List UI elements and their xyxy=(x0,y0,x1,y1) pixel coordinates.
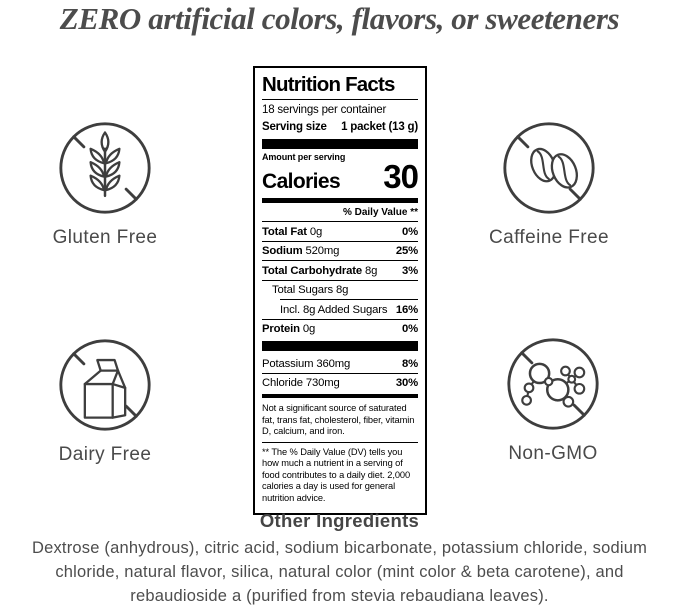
badge-label: Non-GMO xyxy=(508,443,598,464)
serving-size-row: Serving size 1 packet (13 g) xyxy=(262,118,418,136)
badge-label: Caffeine Free xyxy=(489,227,609,248)
nutrient-rows: Total Fat 0g 0% Sodium 520mg 25% Total Carbo… xyxy=(262,221,418,338)
medium-divider-bar xyxy=(262,198,418,203)
other-ingredients-text: Dextrose (anhydrous), citric acid, sodiu… xyxy=(31,539,648,605)
headline: ZERO artificial colors, flavors, or swee… xyxy=(59,1,620,36)
other-ingredients-section: Other Ingredients Dextrose (anhydrous), … xyxy=(0,510,679,608)
divider xyxy=(262,99,418,100)
nutrient-row: Total Carbohydrate 8g 3% xyxy=(262,260,418,280)
nutrient-row: Potassium 360mg 8% xyxy=(262,354,418,373)
nutrient-row: Total Fat 0g 0% xyxy=(262,221,418,241)
thick-divider-bar xyxy=(262,341,418,351)
nutrient-row: Protein 0g 0% xyxy=(262,318,418,339)
badge-non-gmo: Non-GMO xyxy=(473,336,633,465)
footnote-not-significant: Not a significant source of saturated fa… xyxy=(262,403,415,436)
badge-caffeine-free: Caffeine Free xyxy=(469,120,629,249)
nutrient-name: Chloride 730mg xyxy=(262,377,340,389)
nutrient-row: Sodium 520mg 25% xyxy=(262,240,418,261)
serving-size-label: Serving size xyxy=(262,121,327,133)
nutrient-daily-value: 0% xyxy=(401,323,418,335)
medium-divider-bar xyxy=(262,394,418,398)
footnote-daily-value: ** The % Daily Value (DV) tells you how … xyxy=(262,446,411,503)
nutrient-daily-value: 8% xyxy=(401,357,418,370)
nutrient-daily-value: 25% xyxy=(395,245,418,257)
nutrient-daily-value: 30% xyxy=(395,377,418,389)
mineral-rows: Potassium 360mg 8% Chloride 730mg 30% xyxy=(262,354,418,392)
nutrient-name: Total Sugars 8g xyxy=(272,284,349,296)
wheat-icon xyxy=(59,122,151,214)
nutrient-daily-value: 3% xyxy=(401,264,418,277)
nutrient-daily-value: 0% xyxy=(401,225,418,238)
coffee-beans-icon xyxy=(503,122,595,214)
calories-value: 30 xyxy=(383,158,419,195)
nutrient-name: Total Carbohydrate 8g xyxy=(262,264,378,277)
milk-carton-icon xyxy=(59,339,151,431)
daily-value-header: % Daily Value ** xyxy=(342,207,418,218)
nutrient-row: Chloride 730mg 30% xyxy=(262,372,418,393)
nutrient-name: Protein 0g xyxy=(262,323,316,335)
nutrition-facts-label: Nutrition Facts 18 servings per containe… xyxy=(253,66,427,515)
nutrient-row: Total Sugars 8g xyxy=(262,279,418,300)
badge-label: Gluten Free xyxy=(52,227,158,248)
other-ingredients-title: Other Ingredients xyxy=(259,510,420,531)
calories-label: Calories xyxy=(262,170,341,193)
nutrient-daily-value: 16% xyxy=(395,303,418,316)
badge-dairy-free: Dairy Free xyxy=(25,337,185,466)
nutrient-name: Sodium 520mg xyxy=(262,245,340,257)
molecule-icon xyxy=(507,338,599,430)
calories-row: Calories 30 xyxy=(262,158,419,196)
badge-label: Dairy Free xyxy=(58,444,152,465)
badge-gluten-free: Gluten Free xyxy=(25,120,185,249)
serving-size-value: 1 packet (13 g) xyxy=(341,121,418,133)
nutrient-name: Incl. 8g Added Sugars xyxy=(280,303,388,316)
thick-divider-bar xyxy=(262,139,418,149)
nutrient-row: Incl. 8g Added Sugars 16% xyxy=(280,299,418,319)
nutrition-facts-title: Nutrition Facts xyxy=(262,73,395,96)
amount-per-serving: Amount per serving xyxy=(262,152,346,162)
divider xyxy=(262,441,418,443)
nutrient-name: Total Fat 0g xyxy=(262,225,323,238)
nutrient-name: Potassium 360mg xyxy=(262,357,351,370)
servings-per-container: 18 servings per container xyxy=(262,104,387,116)
